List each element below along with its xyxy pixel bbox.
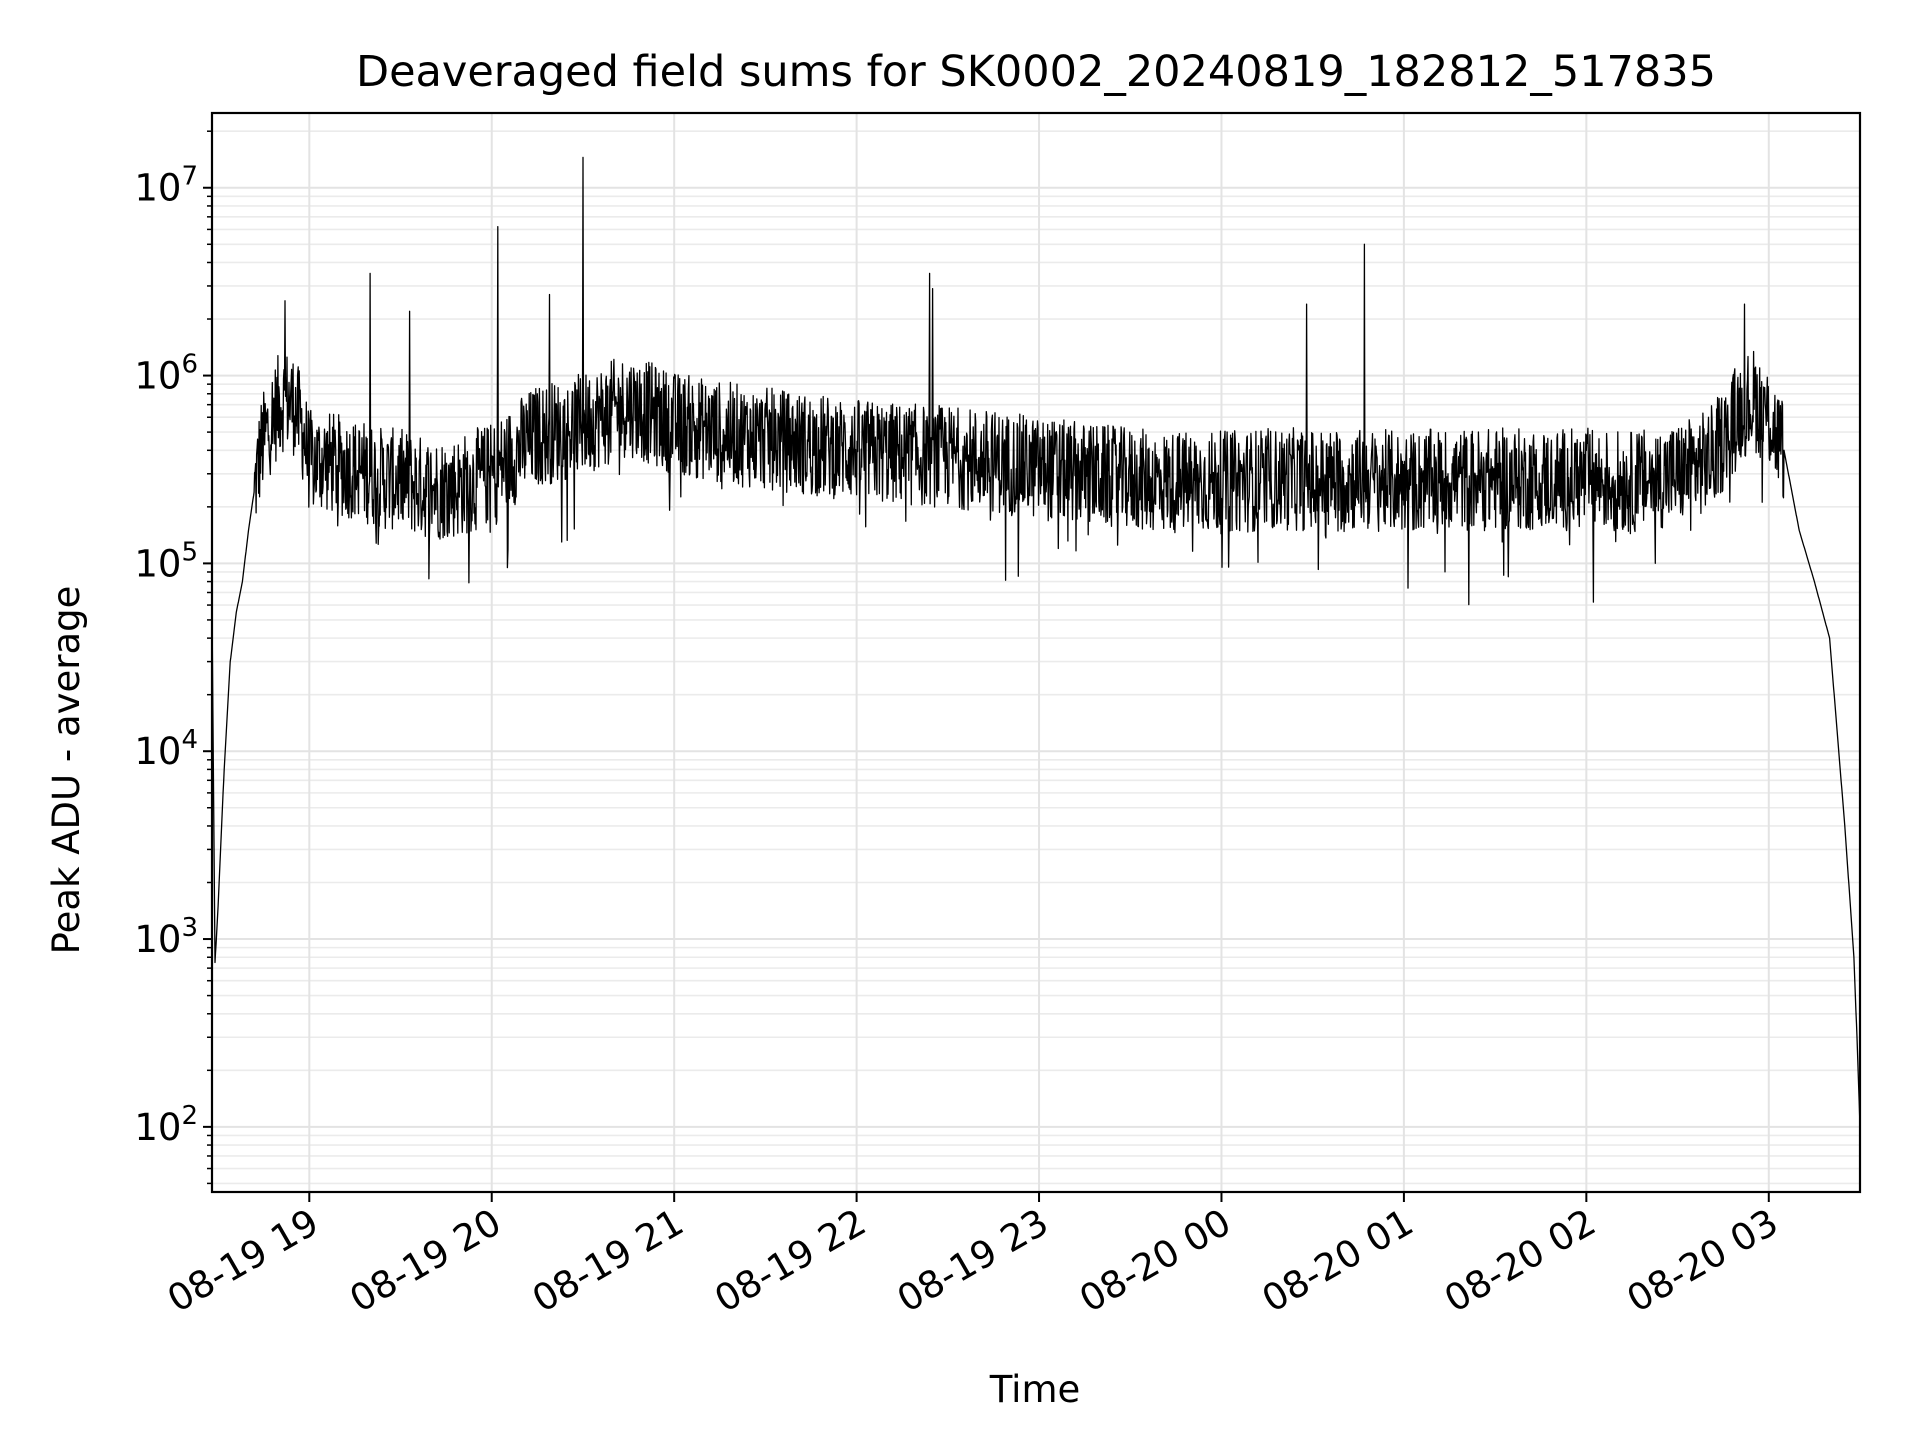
y-tick-label: 103	[134, 913, 198, 961]
chart-title: Deaveraged field sums for SK0002_2024081…	[356, 47, 1716, 97]
y-tick-label: 105	[134, 537, 198, 585]
grid	[212, 113, 1860, 1192]
series-line	[211, 156, 1861, 1127]
y-axis-label: Peak ADU - average	[45, 586, 88, 955]
x-axis-label: Time	[989, 1368, 1081, 1411]
y-tick-label: 104	[134, 725, 198, 773]
plot-frame	[210, 111, 1862, 1194]
series-layer	[211, 156, 1861, 1127]
y-tick-label: 107	[134, 162, 198, 210]
y-tick-label: 102	[134, 1101, 198, 1149]
y-tick-label: 106	[134, 350, 198, 398]
